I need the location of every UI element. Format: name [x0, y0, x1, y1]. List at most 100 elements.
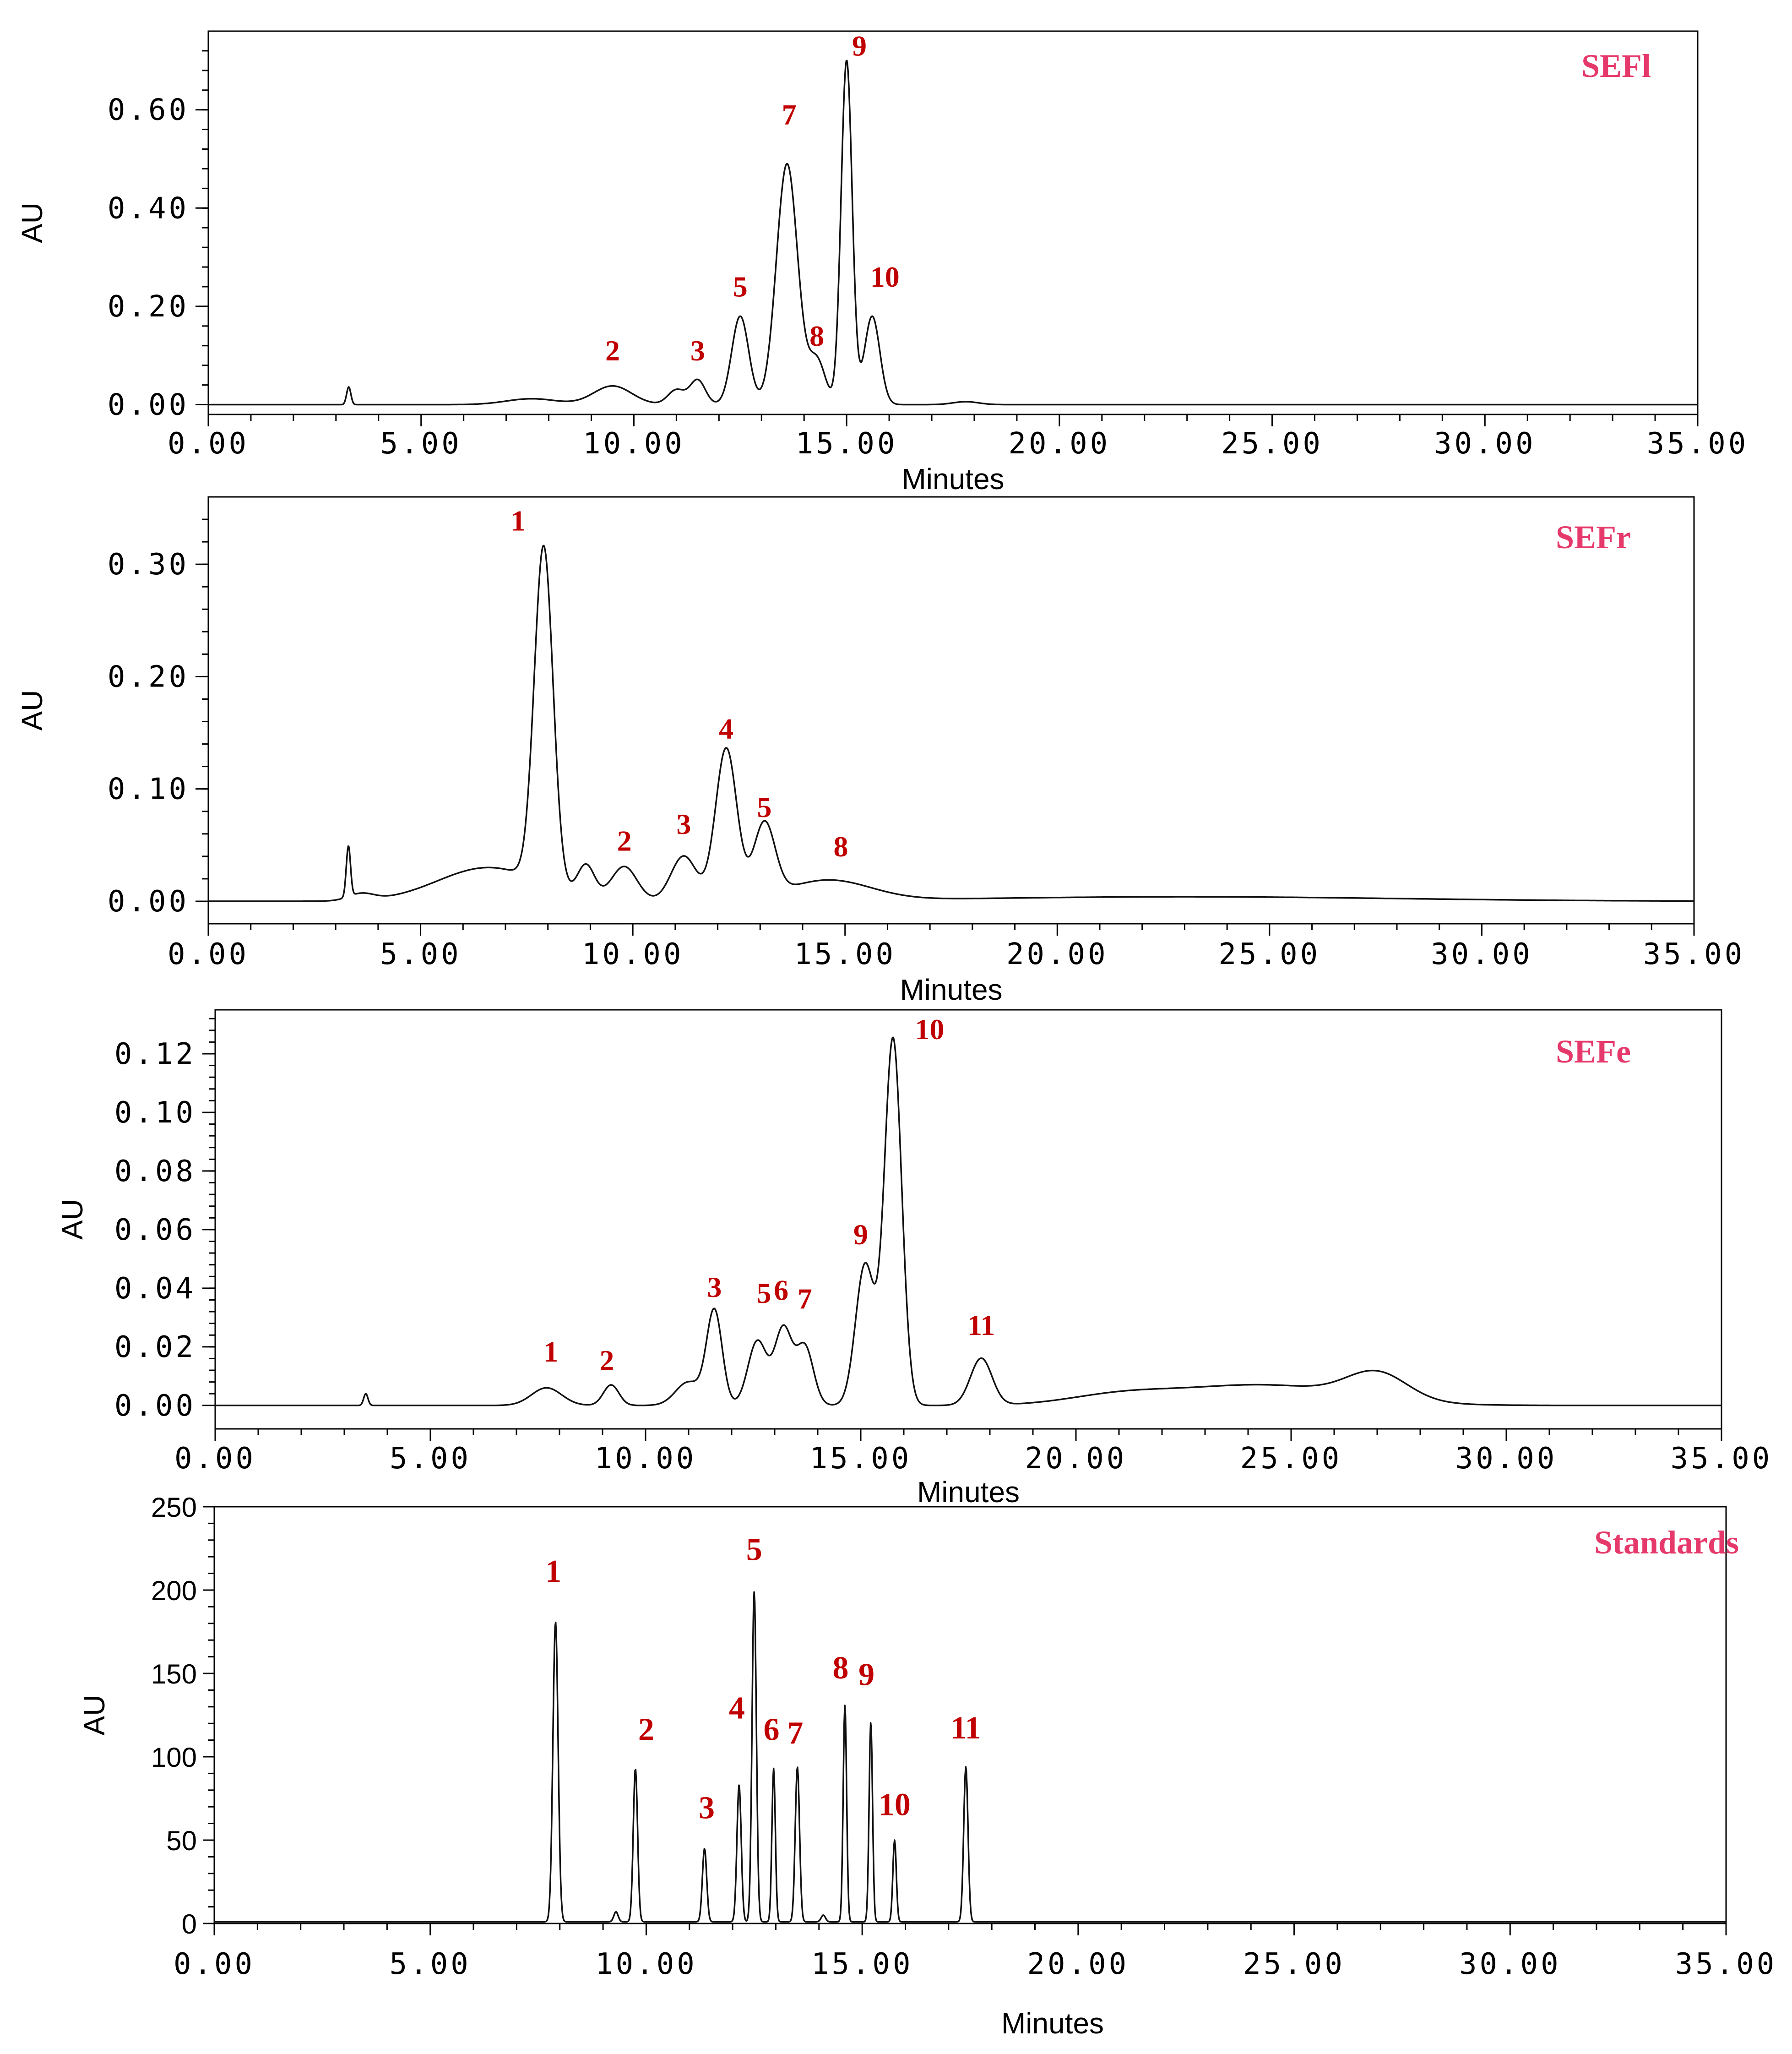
- peak-label: 5: [757, 791, 772, 823]
- peak-label: 8: [833, 830, 848, 863]
- peak-label: 2: [599, 1344, 614, 1377]
- peak-label: 9: [858, 1657, 874, 1692]
- x-axis-title: Minutes: [900, 973, 1002, 1006]
- x-tick-label: 35.00: [1647, 427, 1749, 461]
- peak-label: 3: [707, 1271, 722, 1303]
- x-tick-label: 25.00: [1221, 427, 1323, 461]
- peak-label: 11: [950, 1711, 981, 1746]
- y-tick-label: 0.40: [108, 191, 189, 225]
- plot-frame: [213, 1506, 1727, 1924]
- plot-frame: [207, 496, 1695, 925]
- peak-label: 2: [638, 1712, 654, 1748]
- peak-label: 6: [774, 1274, 788, 1306]
- x-tick-label: 35.00: [1675, 1947, 1777, 1981]
- chart-title-sefr: SEFr: [1556, 519, 1631, 556]
- y-tick-label: 0.04: [114, 1272, 196, 1306]
- x-tick-label: 0.00: [168, 937, 249, 971]
- x-tick-label: 35.00: [1643, 937, 1745, 971]
- peak-label: 10: [915, 1013, 944, 1046]
- peak-label: 5: [733, 270, 748, 303]
- peak-label: 3: [699, 1791, 715, 1826]
- x-tick-label: 5.00: [380, 937, 462, 971]
- peak-label: 4: [719, 712, 733, 745]
- plot-frame: [214, 1009, 1722, 1430]
- x-tick-label: 5.00: [380, 427, 462, 461]
- chart-title-sefe: SEFe: [1556, 1033, 1631, 1070]
- peak-label: 3: [676, 808, 691, 840]
- x-tick-label: 0.00: [168, 427, 249, 461]
- y-axis-title: AU: [16, 690, 49, 731]
- x-tick-label: 20.00: [1006, 937, 1108, 971]
- x-tick-label: 0.00: [174, 1947, 255, 1981]
- chart-panel-sefr: 0.00 5.00 10.00 15.00 20.00 25.00 30.00 35.000.…: [16, 496, 1745, 1006]
- x-tick-label: 25.00: [1219, 937, 1321, 971]
- x-tick-label: 20.00: [1025, 1442, 1127, 1476]
- x-tick-label: 10.00: [595, 1947, 697, 1981]
- x-axis-title: Minutes: [1001, 2007, 1104, 2040]
- peak-label: 2: [605, 334, 620, 367]
- peak-label: 8: [809, 320, 824, 352]
- peak-label: 11: [967, 1309, 995, 1341]
- y-axis-title: AU: [56, 1199, 89, 1240]
- x-tick-label: 5.00: [390, 1442, 471, 1476]
- y-tick-label: 0.08: [114, 1155, 196, 1188]
- y-tick-label: 0.10: [114, 1096, 196, 1130]
- y-tick-label: 50: [166, 1825, 197, 1856]
- y-tick-label: 0.20: [108, 660, 189, 694]
- x-tick-label: 0.00: [174, 1442, 256, 1476]
- y-tick-label: 0.00: [108, 388, 189, 422]
- x-tick-label: 35.00: [1671, 1442, 1773, 1476]
- y-tick-label: 0.06: [114, 1213, 196, 1247]
- plot-frame: [207, 30, 1699, 415]
- chart-panel-sefe: 0.00 5.00 10.00 15.00 20.00 25.00 3 0.00 35.00 0.…: [56, 1009, 1773, 1509]
- peak-label: 10: [879, 1787, 911, 1822]
- x-tick-label: 15.00: [810, 1442, 912, 1476]
- peak-label: 9: [852, 30, 867, 62]
- peak-label: 5: [746, 1532, 762, 1567]
- y-tick-label: 0.02: [114, 1330, 196, 1364]
- peak-label: 5: [757, 1277, 771, 1309]
- x-tick-label: 5.00: [390, 1947, 471, 1981]
- x-tick-label: 30.00: [1459, 1947, 1561, 1981]
- y-tick-label: 0.10: [108, 773, 189, 806]
- peak-label: 10: [870, 261, 900, 293]
- peak-label: 3: [690, 334, 705, 367]
- x-axis-title: Minutes: [917, 1476, 1020, 1509]
- peak-label: 2: [617, 825, 632, 857]
- peak-label: 4: [729, 1690, 745, 1726]
- x-tick-label: 15.00: [796, 427, 898, 461]
- x-tick-label: 25.00: [1243, 1947, 1345, 1981]
- x-tick-label: 25.00: [1240, 1442, 1342, 1476]
- y-tick-label: 0.00: [108, 885, 189, 919]
- peak-label: 7: [782, 98, 797, 131]
- x-axis-title: Minutes: [901, 463, 1004, 496]
- chart-title-standards: Standards: [1594, 1524, 1739, 1561]
- x-tick-label: 20.00: [1027, 1947, 1130, 1981]
- y-tick-label: 0: [182, 1909, 197, 1940]
- peak-label: 6: [764, 1712, 780, 1748]
- x-tick-label: 10.00: [583, 427, 685, 461]
- chart-panel-standards: 0.00 5.00 10.00 15.00 20.00 25.00 30.00 35.00 0 5…: [78, 1492, 1777, 2040]
- chromatogram-trace: [214, 1591, 1727, 1923]
- peak-label: 1: [543, 1335, 558, 1368]
- chart-title-sefl: SEFl: [1581, 48, 1651, 84]
- y-tick-label: 250: [151, 1492, 197, 1523]
- y-tick-label: 0.60: [108, 93, 189, 127]
- y-axis-title: AU: [78, 1695, 111, 1736]
- peak-label: 8: [832, 1651, 848, 1686]
- peak-label: 7: [798, 1283, 812, 1315]
- y-tick-label: 150: [151, 1659, 197, 1689]
- y-tick-label: 200: [151, 1575, 197, 1606]
- y-tick-label: 0.30: [108, 548, 189, 582]
- x-tick-label: 10.00: [595, 1442, 697, 1476]
- x-tick-label: 30.00: [1431, 937, 1533, 971]
- chromatogram-trace: [208, 60, 1698, 406]
- peak-label: 1: [545, 1554, 561, 1589]
- chart-panel-sefl: 0.00 5.00 10.00 15.00 2 0.00 25.00 30.00 35.00 0.…: [16, 30, 1749, 496]
- x-tick-label: 30.00: [1434, 427, 1536, 461]
- peak-label: 9: [853, 1218, 868, 1251]
- x-tick-label: 15.00: [794, 937, 896, 971]
- y-tick-label: 0.00: [114, 1389, 196, 1423]
- chromatogram-trace: [215, 1036, 1722, 1406]
